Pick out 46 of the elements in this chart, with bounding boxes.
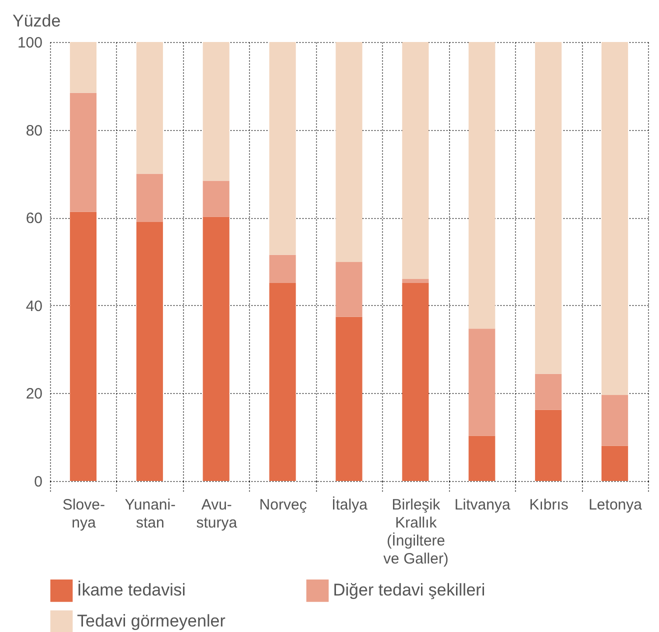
bar xyxy=(535,374,562,410)
bar xyxy=(336,42,362,262)
x-tick-label: Litvanya xyxy=(454,496,511,514)
bar xyxy=(468,436,496,481)
legend-label: Diğer tedavi şekilleri xyxy=(333,580,486,600)
bar xyxy=(336,262,362,317)
bar xyxy=(269,283,296,481)
legend-label: İkame tedavisi xyxy=(77,580,186,600)
bar xyxy=(202,42,230,181)
bar xyxy=(535,410,562,481)
bar xyxy=(402,283,429,481)
bar xyxy=(468,328,496,436)
y-tick-label: 80 xyxy=(26,122,42,140)
bar xyxy=(402,42,429,280)
bar xyxy=(202,216,230,481)
legend-label: Tedavi görmeyenler xyxy=(77,612,226,630)
x-tick-label: Slove- nya xyxy=(62,496,105,532)
y-tick-label: 0 xyxy=(34,474,42,490)
x-tick-label: Birleşik Krallık (İngiltere ve Galler) xyxy=(383,496,448,568)
bar xyxy=(269,42,296,255)
bar xyxy=(468,42,496,329)
y-axis-title: Yüzde xyxy=(12,12,61,30)
bar xyxy=(202,180,230,217)
y-tick-label: 60 xyxy=(26,210,42,228)
x-tick-label: Avu- sturya xyxy=(196,496,238,532)
bar xyxy=(336,316,362,481)
bar xyxy=(601,394,628,446)
bar xyxy=(136,222,163,481)
bar xyxy=(601,42,628,395)
x-tick-label: İtalya xyxy=(332,496,368,514)
x-tick-label: Kıbrıs xyxy=(529,496,568,514)
x-tick-label: Letonya xyxy=(588,496,643,514)
bar xyxy=(70,42,97,93)
bar xyxy=(269,254,296,284)
y-tick-label: 100 xyxy=(17,34,42,52)
bar xyxy=(601,446,628,481)
bar xyxy=(70,92,97,212)
y-tick-label: 40 xyxy=(26,298,42,315)
y-tick-label: 20 xyxy=(26,386,42,403)
x-tick-label: Norveç xyxy=(259,496,308,514)
bar xyxy=(70,212,97,481)
x-tick-label: Yunani- stan xyxy=(124,496,176,532)
bar xyxy=(535,42,562,374)
bar xyxy=(402,279,429,284)
bar xyxy=(136,174,163,222)
bar xyxy=(136,42,163,174)
